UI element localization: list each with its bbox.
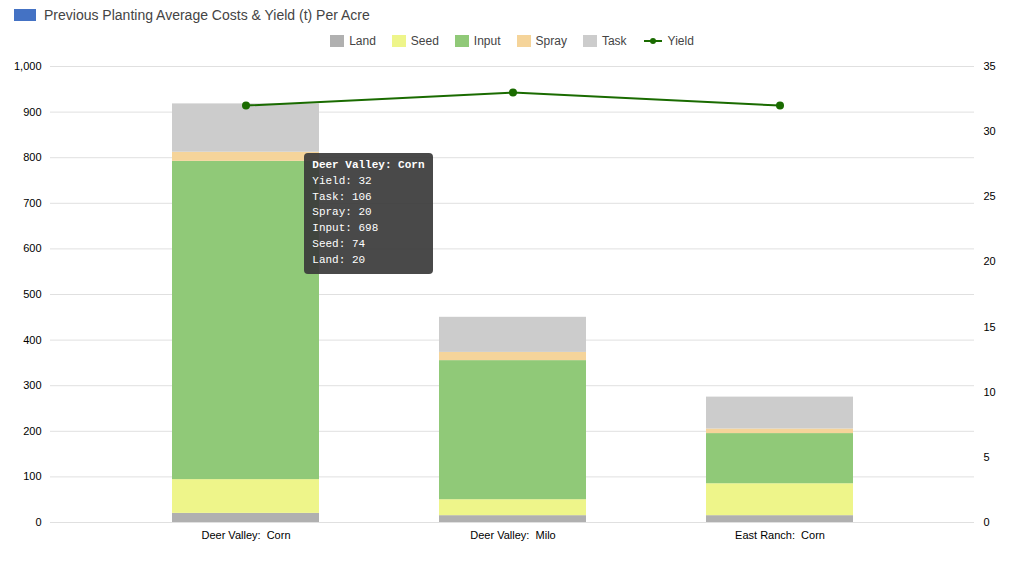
html-text:Yield: Yield xyxy=(667,34,694,48)
svg-text:1,000: 1,000 xyxy=(14,60,42,72)
svg-text:30: 30 xyxy=(984,125,996,137)
svg-text:5: 5 xyxy=(984,451,990,463)
html-text:Seed: Seed xyxy=(410,34,439,48)
svg-text:10: 10 xyxy=(984,386,996,398)
svg-text:300: 300 xyxy=(23,379,41,391)
svg-text:Deer Valley: Milo: Deer Valley: Milo xyxy=(470,529,555,541)
html-text:Input: Input xyxy=(473,34,501,48)
svg-text:800: 800 xyxy=(23,151,41,163)
svg-text:900: 900 xyxy=(23,106,41,118)
svg-text:400: 400 xyxy=(23,334,41,346)
html-text:Land: Land xyxy=(349,34,376,48)
html-text:Previous Planting Average Cost: Previous Planting Average Costs & Yield … xyxy=(44,7,370,23)
svg-text:500: 500 xyxy=(23,288,41,300)
svg-text:0: 0 xyxy=(984,516,990,528)
svg-text:0: 0 xyxy=(35,516,41,528)
svg-text:25: 25 xyxy=(984,190,996,202)
html-text:Deer Valley: Corn: Deer Valley: Corn xyxy=(312,158,425,171)
svg-text:600: 600 xyxy=(23,242,41,254)
svg-text:700: 700 xyxy=(23,197,41,209)
svg-text:Deer Valley: Corn: Deer Valley: Corn xyxy=(201,529,290,541)
html-text:Task: Task xyxy=(601,34,627,48)
svg-text:15: 15 xyxy=(984,321,996,333)
svg-text:100: 100 xyxy=(23,470,41,482)
svg-text:35: 35 xyxy=(984,60,996,72)
html-text:Spray: Spray xyxy=(535,34,567,48)
svg-text:20: 20 xyxy=(984,255,996,267)
html-text:Yield: 32 Task: 106 Spray: 20: Yield: 32 Task: 106 Spray: 20 Input: 698… xyxy=(312,174,379,267)
svg-text:East Ranch: Corn: East Ranch: Corn xyxy=(735,529,825,541)
svg-text:200: 200 xyxy=(23,425,41,437)
